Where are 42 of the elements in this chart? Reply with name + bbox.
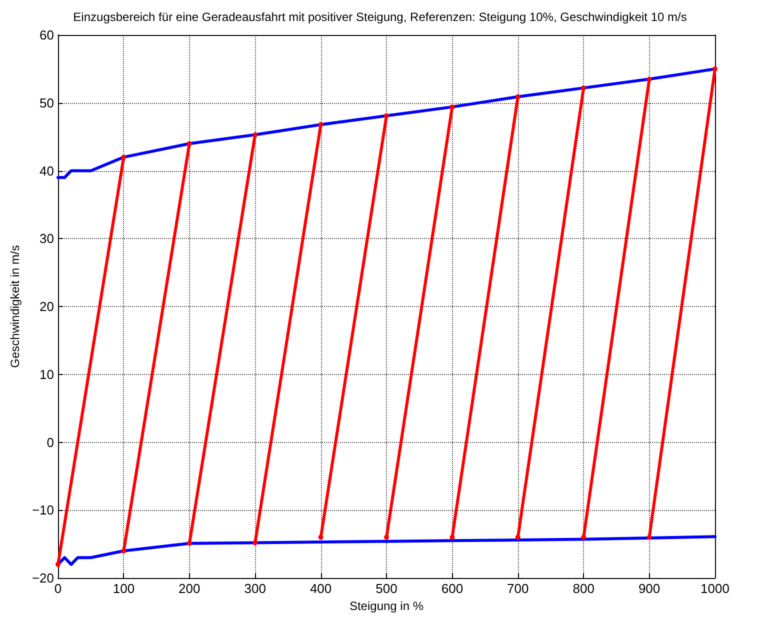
x-tick-label: 700 xyxy=(507,581,529,596)
point xyxy=(581,85,586,90)
y-tick-label: 50 xyxy=(40,95,54,110)
x-tick-label: 400 xyxy=(310,581,332,596)
y-tick-label: −20 xyxy=(32,570,54,586)
point xyxy=(252,132,258,138)
y-tick-label: 0 xyxy=(46,434,54,450)
point xyxy=(712,66,718,72)
point xyxy=(186,540,192,546)
point xyxy=(56,562,60,567)
x-tick-label: 900 xyxy=(638,581,660,596)
point xyxy=(450,104,455,110)
x-tick-label: 300 xyxy=(244,581,266,596)
point xyxy=(515,534,520,540)
point xyxy=(646,534,652,540)
x-tick-label: 200 xyxy=(178,581,200,596)
point xyxy=(252,540,258,546)
y-tick-label: 20 xyxy=(40,299,54,314)
x-tick-label: 500 xyxy=(376,581,398,596)
point xyxy=(318,534,324,540)
point xyxy=(581,534,586,540)
y-axis-title: Geschwindigkeit in m/s xyxy=(8,245,22,368)
point xyxy=(384,534,389,540)
y-tick-label: 60 xyxy=(40,28,54,42)
y-tick-label: 30 xyxy=(40,231,54,246)
point xyxy=(121,548,126,554)
x-tick-label: 600 xyxy=(441,581,464,596)
y-tick-label: −10 xyxy=(32,502,54,518)
y-tick-label: 40 xyxy=(40,163,54,178)
point xyxy=(646,76,652,82)
y-tick-label: 10 xyxy=(40,366,54,382)
point xyxy=(186,141,192,146)
x-tick-label: 100 xyxy=(112,581,135,596)
x-axis-title: Steigung in % xyxy=(349,599,424,613)
x-tick-label: 800 xyxy=(572,581,594,596)
point xyxy=(318,122,324,128)
point xyxy=(515,94,520,100)
point xyxy=(450,534,455,540)
x-tick-label: 1000 xyxy=(700,581,730,596)
point xyxy=(384,113,389,118)
point xyxy=(121,154,126,160)
chart-title: Einzugsbereich für eine Geradeausfahrt mit positiver Steigung, Referenzen: Steigung 10%, Geschwindigkeit 10 m/s xyxy=(73,10,687,24)
